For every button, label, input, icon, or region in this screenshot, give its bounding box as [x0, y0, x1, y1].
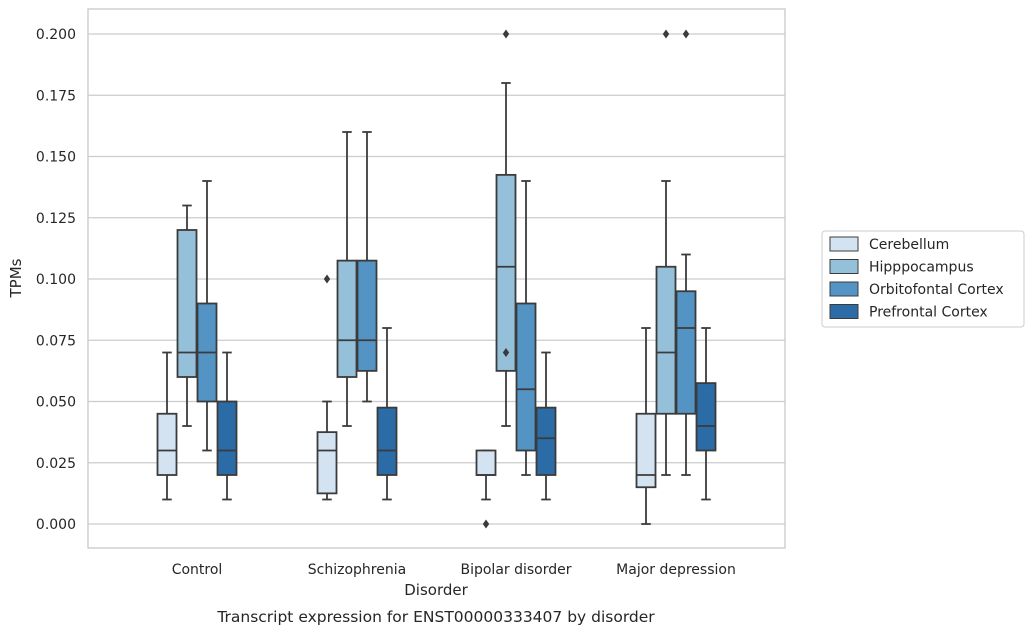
box-cerebellum	[156, 351, 178, 501]
legend-swatch	[829, 259, 859, 274]
box-orbitofontal-cortex	[675, 29, 697, 476]
outlier-marker	[682, 29, 690, 39]
legend-swatch	[829, 281, 859, 297]
box-orbitofontal-cortex	[515, 180, 537, 476]
outlier-marker	[323, 274, 331, 284]
x-tick-label: Control	[172, 562, 223, 578]
legend-swatch	[829, 304, 859, 319]
legend: Cerebellum Hipppocampus Orbitofontal Corte…	[821, 230, 1025, 328]
outlier-marker	[502, 348, 510, 357]
x-axis-label: Disorder	[404, 581, 468, 599]
legend-label: Cerebellum	[869, 237, 949, 253]
y-tick-label: 0.100	[36, 272, 76, 288]
y-tick-label: 0.200	[36, 27, 76, 43]
box-body	[176, 229, 198, 378]
x-tick-label: Major depression	[616, 562, 736, 578]
box-body	[495, 173, 517, 372]
box-prefrontal-cortex	[695, 327, 717, 501]
y-tick-label: 0.050	[36, 395, 76, 411]
legend-frame	[821, 230, 1025, 328]
legend-swatch	[829, 236, 859, 252]
y-tick-label: 0.150	[36, 150, 76, 166]
box-orbitofontal-cortex	[356, 131, 378, 403]
y-tick-label: 0.125	[36, 211, 76, 227]
y-tick-label: 0.000	[36, 517, 76, 533]
y-tick-label: 0.025	[36, 456, 76, 472]
box-body	[156, 412, 178, 476]
outlier-marker	[482, 519, 490, 529]
box-body	[515, 302, 537, 452]
box-prefrontal-cortex	[535, 351, 557, 501]
box-cerebellum	[316, 274, 338, 501]
box-body	[635, 412, 657, 489]
y-tick-label: 0.075	[36, 333, 76, 349]
box-body	[316, 431, 338, 495]
chart-caption: Transcript expression for ENST0000033340…	[216, 608, 655, 626]
legend-label: Orbitofontal Cortex	[869, 282, 1004, 298]
box-body	[475, 449, 497, 476]
y-tick-labels: 0.000 0.025 0.050 0.075 0.100 0.125 0.150 0.175…	[36, 27, 76, 533]
outlier-marker	[662, 29, 670, 39]
x-tick-label: Schizophrenia	[308, 562, 406, 578]
x-tick-label: Bipolar disorder	[460, 562, 571, 578]
boxes	[156, 29, 717, 529]
x-tick-labels: Control Schizophrenia Bipolar disorder Majo…	[172, 562, 736, 578]
box-body	[376, 406, 398, 476]
box-hipppocampus	[655, 29, 677, 476]
box-body	[695, 382, 717, 452]
box-body	[655, 265, 677, 415]
box-body	[216, 400, 238, 476]
outlier-marker	[502, 29, 510, 39]
box-body	[336, 259, 358, 378]
box-cerebellum	[475, 449, 497, 529]
legend-label: Prefrontal Cortex	[869, 305, 988, 321]
y-tick-label: 0.175	[36, 88, 76, 104]
box-body	[356, 259, 378, 372]
box-prefrontal-cortex	[376, 327, 398, 501]
box-hipppocampus	[176, 204, 198, 427]
box-hipppocampus	[336, 131, 358, 427]
y-axis-label: TPMs	[7, 258, 25, 298]
box-body	[535, 406, 557, 476]
box-hipppocampus	[495, 29, 517, 427]
box-body	[675, 290, 697, 415]
legend-label: Hipppocampus	[869, 260, 974, 276]
box-orbitofontal-cortex	[196, 180, 218, 452]
box-cerebellum	[635, 327, 657, 525]
box-prefrontal-cortex	[216, 351, 238, 501]
plot-frame	[87, 8, 786, 549]
